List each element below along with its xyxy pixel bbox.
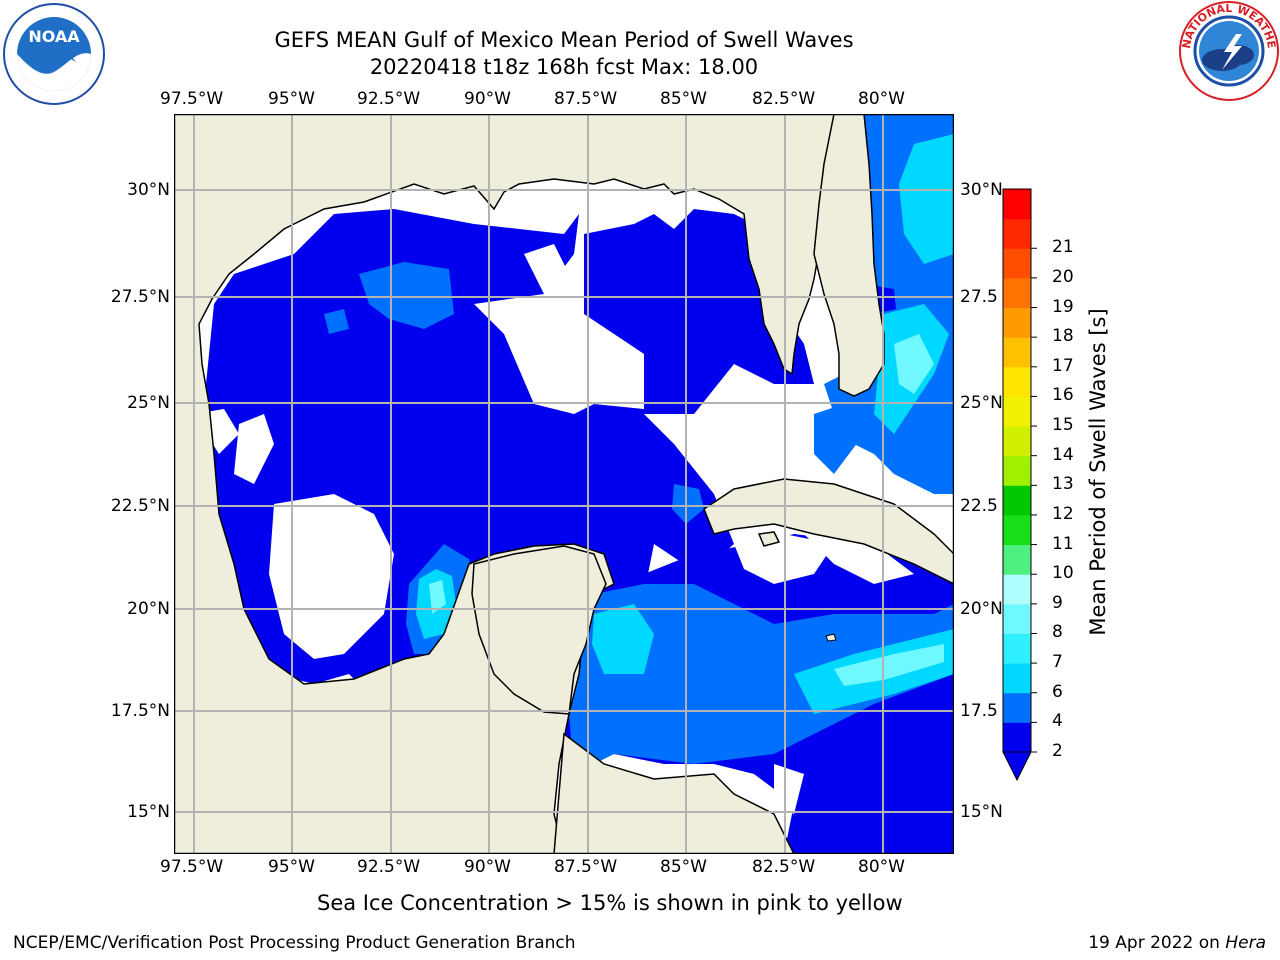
colorbar-tick-label: 10	[1052, 563, 1074, 584]
lon-label: 82.5°W	[752, 89, 816, 109]
lat-label: 25°N	[960, 393, 1003, 413]
chart-title-line1: GEFS MEAN Gulf of Mexico Mean Period of …	[274, 28, 854, 52]
colorbar-label-wrap: Mean Period of Swell Waves [s]	[1086, 292, 1110, 652]
swell-period-field	[194, 209, 814, 694]
colorbar-tick-label: 8	[1052, 622, 1063, 643]
lon-label: 80°W	[858, 857, 905, 877]
caribbean-swell-field	[554, 534, 954, 854]
chart-title-line2: 20220418 t18z 168h fcst Max: 18.00	[369, 55, 759, 79]
colorbar-tick-label: 21	[1052, 237, 1074, 258]
nws-logo-graphic: NATIONAL WEATHER SERVICE	[1174, 0, 1279, 101]
colorbar-tick-label: 7	[1052, 652, 1063, 673]
colorbar-segment	[1003, 426, 1031, 457]
colorbar-frame	[1002, 188, 1032, 753]
lon-label: 95°W	[268, 89, 315, 109]
lon-label: 85°W	[660, 89, 707, 109]
noaa-logo: NOAA	[2, 2, 106, 106]
lon-label: 80°W	[858, 89, 905, 109]
colorbar-segment	[1003, 218, 1031, 249]
map-gridlines	[174, 114, 954, 854]
colorbar-segment	[1003, 455, 1031, 486]
gulf-of-mexico-map	[174, 114, 954, 854]
lon-label: 92.5°W	[357, 89, 421, 109]
lon-label: 87.5°W	[554, 89, 618, 109]
colorbar-tick-label: 6	[1052, 681, 1063, 702]
lat-label: 22.5°N	[110, 496, 170, 516]
lon-label: 92.5°W	[357, 857, 421, 877]
colorbar-tick-label: 12	[1052, 503, 1074, 524]
nws-logo: NATIONAL WEATHER SERVICE	[1174, 0, 1280, 102]
colorbar-tick-label: 13	[1052, 474, 1074, 495]
colorbar-label: Mean Period of Swell Waves [s]	[1086, 308, 1110, 636]
lat-label: 30°N	[127, 180, 170, 200]
colorbar-segment	[1003, 337, 1031, 368]
colorbar-tick-label: 20	[1052, 266, 1074, 287]
colorbar-tick-label: 15	[1052, 415, 1074, 436]
colorbar-tick-label: 18	[1052, 326, 1074, 347]
footer-host: Hera	[1225, 933, 1266, 953]
colorbar-tick-label: 11	[1052, 533, 1074, 554]
lat-label: 17.5°N	[110, 701, 170, 721]
colorbar-segment	[1003, 485, 1031, 516]
footer-branch: NCEP/EMC/Verification Post Processing Pr…	[13, 933, 576, 953]
land-masses	[174, 114, 954, 854]
noaa-logo-graphic: NOAA	[3, 3, 105, 105]
colorbar-tick-label: 9	[1052, 592, 1063, 613]
lon-label: 97.5°W	[160, 857, 224, 877]
colorbar-tick-label: 16	[1052, 385, 1074, 406]
colorbar-tick-label: 14	[1052, 444, 1074, 465]
footer-date: 19 Apr 2022 on Hera	[1088, 933, 1266, 953]
lon-label: 90°W	[464, 89, 511, 109]
colorbar-tick-label: 17	[1052, 355, 1074, 376]
lat-label: 27.5	[960, 287, 998, 307]
colorbar-segment	[1003, 603, 1031, 634]
colorbar-segment	[1003, 633, 1031, 664]
footer-date-text: 19 Apr 2022 on	[1088, 933, 1220, 953]
lat-label: 27.5°N	[110, 287, 170, 307]
lat-label: 20°N	[960, 599, 1003, 619]
colorbar-segment	[1003, 248, 1031, 279]
lat-label: 22.5	[960, 496, 998, 516]
lat-label: 15°N	[127, 802, 170, 822]
colorbar-extend-triangle	[1002, 751, 1032, 782]
colorbar-segments	[1003, 189, 1031, 753]
sea-ice-note: Sea Ice Concentration > 15% is shown in …	[317, 891, 903, 915]
colorbar-segment	[1003, 396, 1031, 427]
lon-label: 85°W	[660, 857, 707, 877]
colorbar-segment	[1003, 574, 1031, 605]
colorbar-tick-label: 19	[1052, 296, 1074, 317]
lon-label: 82.5°W	[752, 857, 816, 877]
lon-label: 90°W	[464, 857, 511, 877]
colorbar-tick-label: 4	[1052, 711, 1063, 732]
colorbar-segment	[1003, 189, 1031, 220]
map-frame	[174, 114, 954, 854]
colorbar	[1002, 188, 1037, 782]
colorbar-segment	[1003, 722, 1031, 753]
lat-label: 25°N	[127, 393, 170, 413]
lat-label: 20°N	[127, 599, 170, 619]
colorbar-segment	[1003, 544, 1031, 575]
lat-label: 15°N	[960, 802, 1003, 822]
lat-label: 30°N	[960, 180, 1003, 200]
colorbar-segment	[1003, 514, 1031, 546]
lon-label: 97.5°W	[160, 89, 224, 109]
colorbar-tick-label: 2	[1052, 741, 1063, 761]
colorbar-segment	[1003, 366, 1031, 397]
colorbar-segment	[1003, 277, 1031, 309]
colorbar-segment	[1003, 663, 1031, 694]
lat-label: 17.5	[960, 701, 998, 721]
lon-label: 87.5°W	[554, 857, 618, 877]
colorbar-segment	[1003, 692, 1031, 723]
colorbar-tick-marks	[1031, 247, 1037, 753]
svg-text:NOAA: NOAA	[28, 27, 80, 46]
colorbar-segment	[1003, 307, 1031, 338]
lon-label: 95°W	[268, 857, 315, 877]
